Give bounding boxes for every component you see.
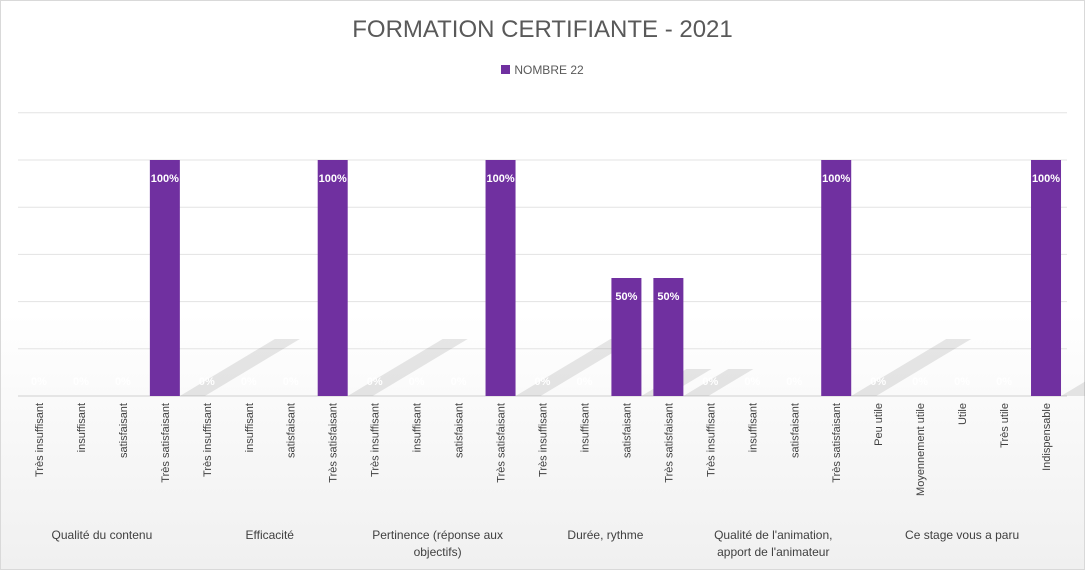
group-label: Durée, rythme (567, 528, 643, 542)
data-label: 0% (912, 376, 928, 388)
legend-swatch (501, 65, 511, 74)
data-label: 0% (577, 376, 593, 388)
bar-shadow (683, 369, 754, 396)
data-label: 0% (954, 376, 970, 388)
bar-shadow (515, 339, 636, 396)
tick-label: Très insuffisant (370, 403, 382, 477)
group-label: Qualité du contenu (52, 528, 153, 542)
tick-label: insuffisant (412, 403, 424, 452)
bar-shadow (347, 339, 468, 396)
tick-label: Peu utile (873, 403, 885, 446)
data-label: 0% (199, 376, 215, 388)
data-label: 50% (615, 291, 637, 303)
tick-label: Très insuffisant (202, 403, 214, 477)
tick-label: Très insuffisant (34, 403, 46, 477)
data-label: 0% (535, 376, 551, 388)
data-label: 50% (657, 291, 679, 303)
data-label: 0% (73, 376, 89, 388)
tick-label: satisfaisant (118, 403, 130, 458)
data-label: 0% (451, 376, 467, 388)
data-label: 0% (115, 376, 131, 388)
bar-shadow (1061, 381, 1085, 396)
bar (653, 278, 684, 396)
legend-label: NOMBRE 22 (514, 63, 584, 77)
chart-title: FORMATION CERTIFIANTE - 2021 (352, 16, 733, 43)
tick-label: Indispensable (1041, 403, 1053, 471)
data-label: 0% (31, 376, 47, 388)
group-label: objectifs) (414, 545, 462, 559)
data-label: 0% (283, 376, 299, 388)
tick-label: satisfaisant (454, 403, 466, 458)
bar (149, 160, 180, 396)
data-label: 100% (1032, 173, 1060, 185)
data-label: 0% (744, 376, 760, 388)
group-label: Qualité de l'animation, (714, 528, 832, 542)
tick-label: satisfaisant (286, 403, 298, 458)
data-label: 100% (151, 173, 179, 185)
data-label: 0% (241, 376, 257, 388)
tick-label: insuffisant (76, 403, 88, 452)
tick-label: Très satisfaisant (160, 403, 172, 483)
group-label: apport de l'animateur (717, 545, 829, 559)
data-label: 0% (367, 376, 383, 388)
data-label: 0% (702, 376, 718, 388)
bar (1031, 160, 1062, 396)
data-label: 0% (870, 376, 886, 388)
tick-label: satisfaisant (621, 403, 633, 458)
group-label: Ce stage vous a paru (905, 528, 1019, 542)
data-label: 100% (319, 173, 347, 185)
bar (611, 278, 642, 396)
bar (821, 160, 852, 396)
bar (485, 160, 516, 396)
legend: NOMBRE 22 (0, 63, 1085, 77)
tick-label: insuffisant (579, 403, 591, 452)
bar (317, 160, 348, 396)
tick-label: insuffisant (244, 403, 256, 452)
tick-label: Très satisfaisant (328, 403, 340, 483)
tick-label: satisfaisant (789, 403, 801, 458)
data-label: 0% (996, 376, 1012, 388)
group-label: Pertinence (réponse aux (372, 528, 503, 542)
group-label: Efficacité (246, 528, 295, 542)
data-label: 100% (822, 173, 850, 185)
tick-label: Utile (957, 403, 969, 425)
tick-label: Très satisfaisant (663, 403, 675, 483)
tick-label: insuffisant (747, 403, 759, 452)
tick-label: Très insuffisant (538, 403, 550, 477)
data-label: 100% (486, 173, 514, 185)
data-label: 0% (409, 376, 425, 388)
tick-label: Très insuffisant (705, 403, 717, 477)
tick-label: Très satisfaisant (831, 403, 843, 483)
tick-label: Très satisfaisant (496, 403, 508, 483)
bar-shadow (851, 339, 972, 396)
bar-shadow (179, 339, 300, 396)
tick-label: Moyennement utile (915, 403, 927, 496)
data-label: 0% (786, 376, 802, 388)
tick-label: Très utile (999, 403, 1011, 448)
